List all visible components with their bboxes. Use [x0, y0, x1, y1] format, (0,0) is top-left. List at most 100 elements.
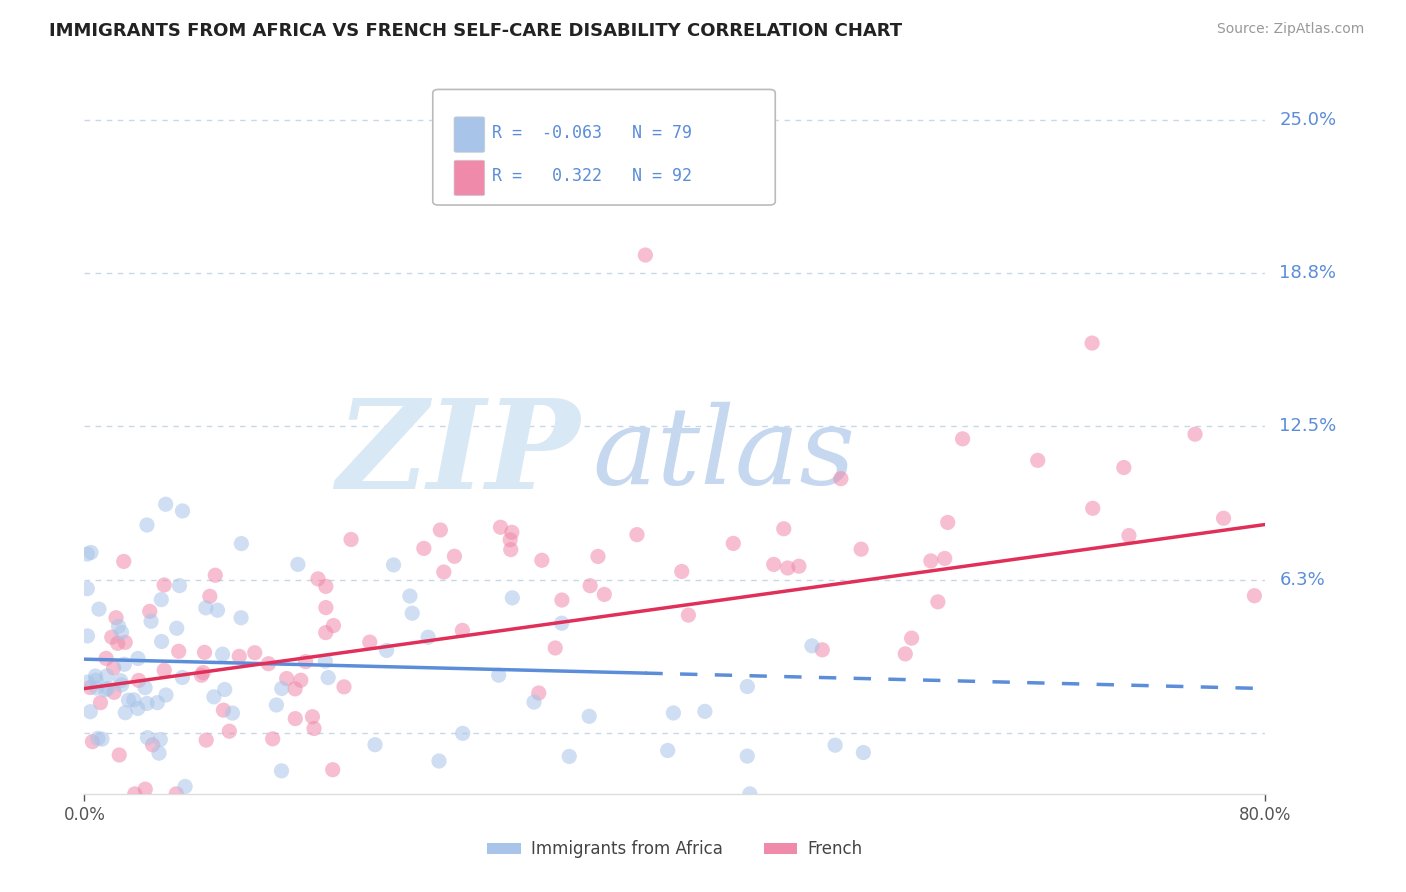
Point: [122, 693, 145, 707]
Point: [153, 578, 176, 592]
Point: [105, 611, 128, 625]
Point: [723, 536, 745, 550]
Point: [262, 731, 284, 746]
Point: [111, 678, 134, 692]
Point: [127, 701, 149, 715]
Point: [134, 782, 156, 797]
Point: [148, 746, 170, 760]
Point: [314, 654, 336, 668]
Point: [76, 629, 98, 643]
Point: [97, 681, 120, 696]
Point: [89, 696, 111, 710]
Point: [202, 690, 225, 704]
Point: [322, 763, 344, 777]
Point: [257, 657, 280, 671]
Text: ZIP: ZIP: [336, 393, 581, 515]
Point: [852, 746, 875, 760]
Point: [830, 472, 852, 486]
Point: [849, 542, 872, 557]
Point: [191, 665, 214, 680]
Point: [579, 579, 602, 593]
Point: [190, 668, 212, 682]
Point: [544, 640, 567, 655]
Point: [824, 738, 846, 752]
Point: [451, 726, 474, 740]
Point: [429, 523, 451, 537]
Point: [112, 554, 135, 568]
FancyBboxPatch shape: [433, 89, 775, 205]
Point: [228, 649, 250, 664]
Point: [86, 681, 108, 695]
Point: [153, 663, 176, 677]
Point: [501, 591, 523, 605]
Point: [333, 680, 356, 694]
Point: [315, 625, 337, 640]
Point: [399, 589, 422, 603]
Point: [693, 705, 716, 719]
Point: [142, 738, 165, 752]
Point: [340, 533, 363, 547]
Point: [1081, 501, 1104, 516]
Point: [1112, 460, 1135, 475]
Point: [737, 680, 759, 694]
Point: [212, 703, 235, 717]
Point: [359, 635, 381, 649]
Text: 12.5%: 12.5%: [1279, 417, 1337, 435]
Point: [416, 630, 439, 644]
Point: [1081, 336, 1104, 351]
Point: [198, 590, 221, 604]
Text: Source: ZipAtlas.com: Source: ZipAtlas.com: [1216, 22, 1364, 37]
Point: [82, 734, 104, 748]
Text: atlas: atlas: [592, 401, 855, 507]
Text: 18.8%: 18.8%: [1279, 264, 1336, 283]
Point: [149, 732, 172, 747]
Point: [136, 518, 159, 533]
Point: [204, 568, 226, 582]
Point: [207, 603, 229, 617]
Point: [165, 787, 187, 801]
Point: [150, 634, 173, 648]
Point: [195, 733, 218, 747]
Point: [315, 600, 337, 615]
Point: [433, 565, 456, 579]
FancyBboxPatch shape: [454, 161, 485, 195]
Point: [787, 559, 810, 574]
Point: [302, 722, 325, 736]
Point: [172, 504, 194, 518]
Point: [103, 685, 125, 699]
Point: [626, 527, 648, 541]
Point: [114, 706, 136, 720]
Point: [270, 764, 292, 778]
Point: [94, 651, 117, 665]
Point: [96, 669, 118, 683]
Point: [427, 754, 450, 768]
Point: [578, 709, 600, 723]
Point: [218, 724, 240, 739]
Point: [364, 738, 387, 752]
Point: [76, 582, 98, 596]
Point: [284, 681, 307, 696]
Point: [634, 248, 657, 262]
Point: [221, 706, 243, 720]
Point: [155, 497, 177, 511]
Point: [114, 635, 136, 649]
Point: [451, 624, 474, 638]
Point: [107, 619, 129, 633]
Point: [662, 706, 685, 720]
Point: [76, 675, 98, 690]
Point: [139, 604, 162, 618]
Point: [169, 579, 191, 593]
Point: [1118, 528, 1140, 542]
Point: [112, 657, 135, 672]
Point: [772, 522, 794, 536]
Point: [135, 697, 157, 711]
Point: [489, 520, 512, 534]
Point: [87, 602, 110, 616]
Point: [211, 647, 233, 661]
Point: [172, 671, 194, 685]
Point: [193, 645, 215, 659]
Point: [266, 698, 288, 712]
Point: [128, 673, 150, 688]
Point: [87, 731, 110, 746]
Point: [79, 705, 101, 719]
